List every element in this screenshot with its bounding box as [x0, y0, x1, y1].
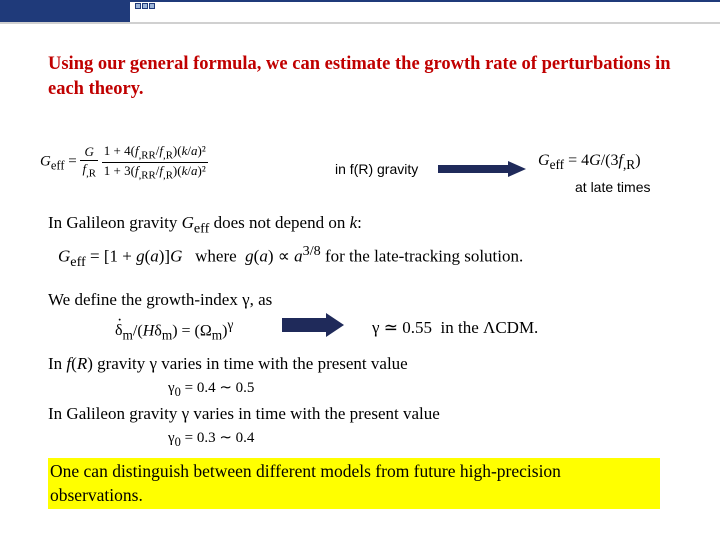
decorative-boxes: [135, 3, 155, 9]
arrow-right-thick-icon: [282, 313, 344, 337]
dark-line: [130, 0, 720, 2]
fr-gamma-range: γ0 = 0.4 ∼ 0.5: [168, 378, 254, 400]
fr-gamma-statement: In f(R) gravity γ varies in time with th…: [48, 354, 408, 374]
slide-heading: Using our general formula, we can estima…: [48, 52, 702, 102]
growth-index-definition: We define the growth-index γ, as: [48, 290, 272, 310]
grey-line: [0, 22, 720, 24]
late-times-label: at late times: [575, 179, 650, 195]
geff-fr-limit: Geff = 4G/(3f,R): [538, 152, 641, 173]
geff-fr-formula: Geff = Gf,R 1 + 4(f,RR/f,R)(k/a)² 1 + 3(…: [40, 143, 208, 181]
galileon-statement: In Galileon gravity Geff does not depend…: [48, 213, 362, 237]
arrow-right-icon: [438, 161, 526, 177]
lcdm-value: γ ≃ 0.55 in the ΛCDM.: [372, 318, 538, 338]
highlighted-conclusion: One can distinguish between different mo…: [48, 458, 660, 509]
galileon-gamma-statement: In Galileon gravity γ varies in time wit…: [48, 404, 440, 424]
slide-top-decoration: [0, 0, 720, 24]
galileon-gamma-range: γ0 = 0.3 ∼ 0.4: [168, 428, 254, 450]
fr-gravity-label: in f(R) gravity: [335, 161, 418, 177]
growth-index-equation: ·δm/(Hδm) = (Ωm)γ: [115, 317, 233, 344]
galileon-equation: Geff = [1 + g(a)]G where g(a) ∝ a3/8 for…: [58, 243, 523, 271]
blue-strip: [0, 0, 130, 22]
